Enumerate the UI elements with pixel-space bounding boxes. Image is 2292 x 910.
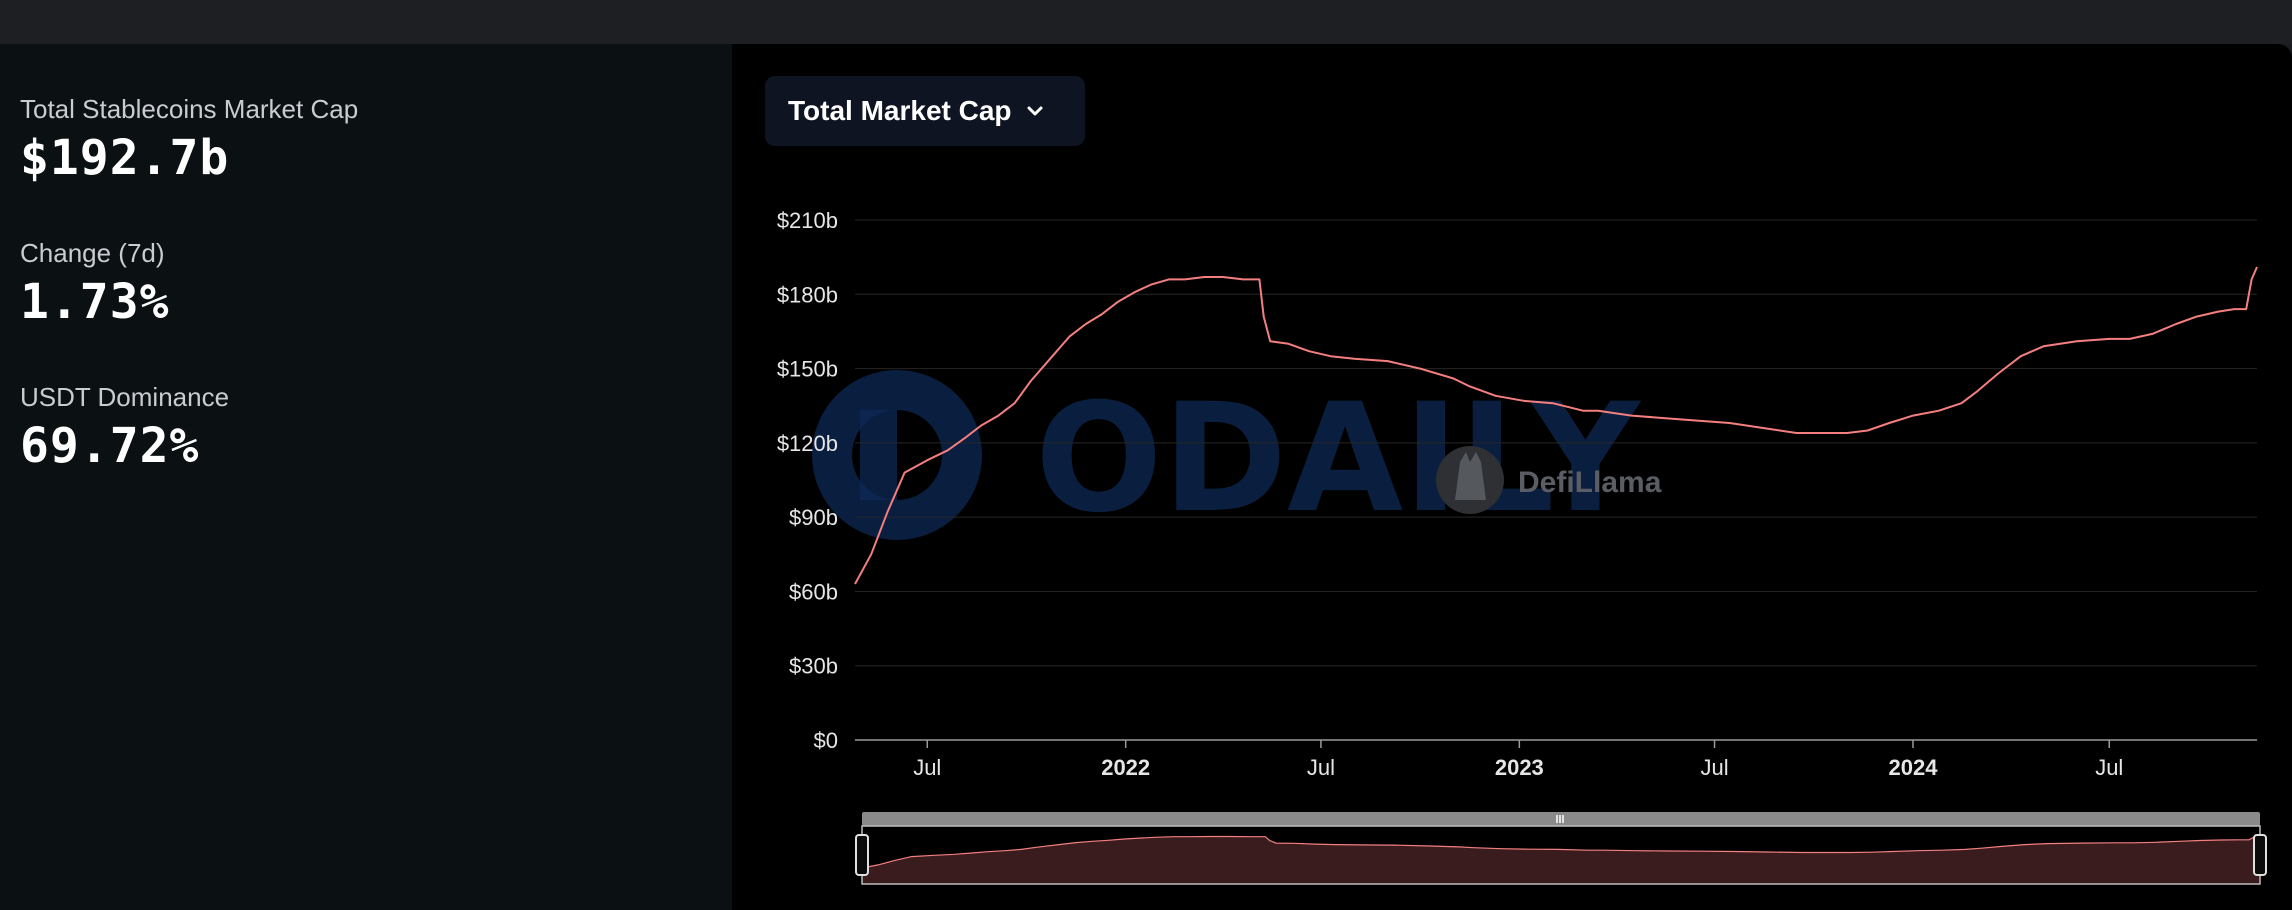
chart-type-dropdown[interactable]: Total Market Cap (765, 76, 1085, 146)
x-tick-label: 2024 (1888, 755, 1938, 780)
grid-lines (855, 219, 2257, 741)
top-bar (0, 0, 2292, 44)
odaily-watermark: ODAILY (1035, 372, 1642, 546)
x-axis: Jul 2022 Jul 2023 Jul 2024 Jul (913, 740, 2123, 780)
change-7d-label: Change (7d) (20, 238, 165, 268)
odaily-logo (812, 370, 982, 540)
chevron-down-icon (1027, 106, 1043, 116)
watermark-group: ODAILY DefiLlama (812, 370, 1662, 546)
brush-area (862, 835, 2260, 884)
y-tick-label: $150b (777, 357, 838, 382)
x-tick-label: Jul (1307, 755, 1335, 780)
y-axis: $210b $180b $150b $120b $90b $60b $30b $0 (777, 208, 838, 753)
usdt-dominance-value: 69.72% (20, 418, 200, 474)
x-tick-label: 2022 (1101, 755, 1150, 780)
y-tick-label: $60b (789, 579, 838, 604)
y-tick-label: $0 (814, 728, 838, 753)
defillama-logo (1436, 446, 1504, 514)
x-tick-label: Jul (2095, 755, 2123, 780)
dropdown-label: Total Market Cap (788, 95, 1012, 126)
x-tick-label: Jul (913, 755, 941, 780)
range-brush[interactable] (855, 812, 2267, 885)
series-group (854, 266, 2258, 585)
x-tick-label: 2023 (1495, 755, 1544, 780)
total-market-cap-value: $192.7b (20, 130, 230, 186)
brush-line (861, 834, 2261, 869)
total-market-cap-label: Total Stablecoins Market Cap (20, 94, 359, 124)
stats-panel (0, 44, 732, 910)
brush-left-handle[interactable] (855, 834, 869, 876)
y-tick-label: $90b (789, 505, 838, 530)
y-tick-label: $210b (777, 208, 838, 233)
defillama-watermark: DefiLlama (1518, 466, 1662, 499)
change-7d-value: 1.73% (20, 274, 170, 330)
y-tick-label: $30b (789, 654, 838, 679)
usdt-dominance-label: USDT Dominance (20, 382, 230, 412)
series-line (854, 266, 2258, 585)
y-tick-label: $180b (777, 282, 838, 307)
y-tick-label: $120b (777, 431, 838, 456)
chart-panel (732, 44, 2292, 910)
x-tick-label: Jul (1700, 755, 1728, 780)
brush-right-handle[interactable] (2253, 834, 2267, 876)
brush-handle-bar[interactable] (862, 812, 2260, 826)
